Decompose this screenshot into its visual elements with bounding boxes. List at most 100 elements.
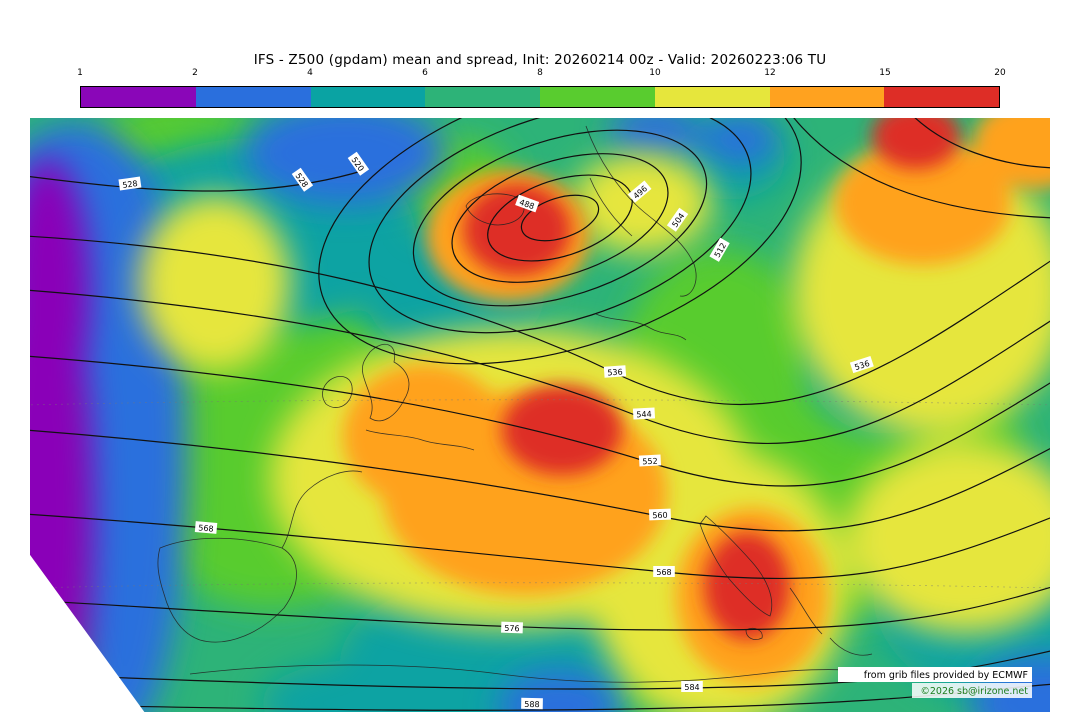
- contour-label: 536: [849, 355, 874, 374]
- contour-label: 584: [681, 681, 703, 692]
- contour-line: [368, 118, 752, 334]
- map-shape: [681, 681, 703, 692]
- map-shape: [501, 621, 524, 634]
- spread-red: [463, 118, 960, 640]
- spread-blob: [704, 532, 790, 640]
- graticule-line: [30, 582, 1050, 589]
- attribution: from grib files provided by ECMWF ©2026 …: [838, 667, 1032, 698]
- coastlines: [157, 125, 931, 683]
- coast-baltic: [595, 313, 687, 341]
- colorbar-tick: 4: [307, 68, 313, 78]
- coast-britain: [362, 343, 410, 422]
- contour-line: [412, 129, 708, 307]
- spread-blob: [463, 184, 571, 276]
- colorbar-tick: 10: [649, 68, 661, 78]
- colorbar-segment: [654, 87, 770, 107]
- map-shape: [648, 508, 671, 521]
- map-graticule: [30, 399, 1050, 589]
- map-shape: [709, 237, 730, 262]
- map-content: 4884965045125205285285365365445525605685…: [30, 118, 1050, 712]
- coast-italy: [699, 515, 773, 617]
- attribution-source: from grib files provided by ECMWF: [864, 670, 1028, 681]
- map-shape: [638, 454, 662, 467]
- coast-sicily: [745, 628, 763, 640]
- attribution-copyright: ©2026 sb@irizone.net: [920, 686, 1028, 697]
- coast-france: [281, 470, 363, 549]
- spread-blob: [260, 658, 500, 712]
- spread-blob: [502, 385, 622, 475]
- contour-closed-loops: [318, 118, 802, 365]
- map-shape: 528: [122, 179, 138, 190]
- colorbar-tick: 20: [994, 68, 1006, 78]
- spread-blob: [847, 442, 1050, 634]
- map-shape: 536: [607, 367, 623, 377]
- contour-label: 576: [501, 621, 524, 634]
- contour-line: [793, 118, 1050, 219]
- map-shape: 552: [642, 457, 658, 467]
- coast-north-africa: [189, 664, 931, 683]
- map-shape: [521, 697, 543, 710]
- map-shape: 576: [504, 624, 520, 634]
- map-shape: 568: [656, 568, 671, 577]
- map-shape: [118, 176, 142, 191]
- contour-label: 536: [603, 365, 627, 378]
- map-shape: 568: [198, 523, 214, 533]
- colorbar-tick: 15: [879, 68, 891, 78]
- colorbar-segment: [425, 87, 540, 107]
- colorbar-tick: 1: [77, 68, 83, 78]
- contour-line: [30, 169, 366, 192]
- contour-line: [30, 429, 1050, 532]
- spread-blob: [343, 364, 507, 508]
- map-shape: [666, 207, 689, 232]
- colorbar-segment: [769, 87, 885, 107]
- contour-label: 544: [632, 407, 656, 420]
- map-shape: 584: [684, 683, 699, 692]
- coast-norway: [589, 177, 633, 237]
- spread-blob: [245, 118, 445, 205]
- map-shape: 544: [636, 410, 652, 420]
- contour-label: 568: [194, 521, 218, 534]
- colorbar-segment: [81, 87, 196, 107]
- map-boundary-mask: [30, 554, 145, 712]
- map-shape: 588: [524, 700, 539, 709]
- attribution-bg: [912, 683, 1032, 698]
- map-shape: [653, 566, 675, 577]
- map-shape: [632, 407, 656, 420]
- coast-ireland: [322, 376, 353, 408]
- contour-label: 552: [638, 454, 662, 467]
- map-shape: 536: [853, 359, 870, 372]
- colorbar-tick: 6: [422, 68, 428, 78]
- contour-line: [318, 118, 802, 365]
- coast-iceland: [465, 193, 525, 226]
- contour-line: [30, 513, 1050, 580]
- coast-scandinavia: [585, 125, 697, 297]
- contour-line: [914, 118, 1050, 169]
- contour-line: [30, 586, 1050, 631]
- contour-label: 588: [521, 697, 543, 710]
- contour-line: [30, 355, 1050, 487]
- colorbar-tick: 2: [192, 68, 198, 78]
- contour-line: [451, 153, 669, 283]
- map-shape: [849, 355, 874, 374]
- attribution-bg: [838, 667, 1032, 682]
- map-shape: [627, 180, 652, 203]
- map-shape: [347, 151, 370, 176]
- spread-blob: [835, 141, 1011, 265]
- map-shape: [603, 365, 627, 378]
- coast-balkans: [789, 587, 873, 656]
- map-shape: [194, 521, 218, 534]
- contour-line: [520, 194, 600, 242]
- weather-map: 4884965045125205285285365365445525605685…: [30, 118, 1050, 712]
- colorbar-tick: 8: [537, 68, 543, 78]
- colorbar-segment: [540, 87, 655, 107]
- colorbar: [80, 86, 1000, 108]
- spread-blob: [872, 118, 960, 169]
- contour-line: [30, 289, 1050, 444]
- spread-blob: [609, 118, 701, 161]
- spread-blob: [973, 118, 1050, 189]
- contour-label: 560: [648, 508, 671, 521]
- map-shape: 560: [652, 511, 668, 521]
- graticule-line: [30, 399, 1050, 406]
- coast-iberia: [157, 537, 297, 643]
